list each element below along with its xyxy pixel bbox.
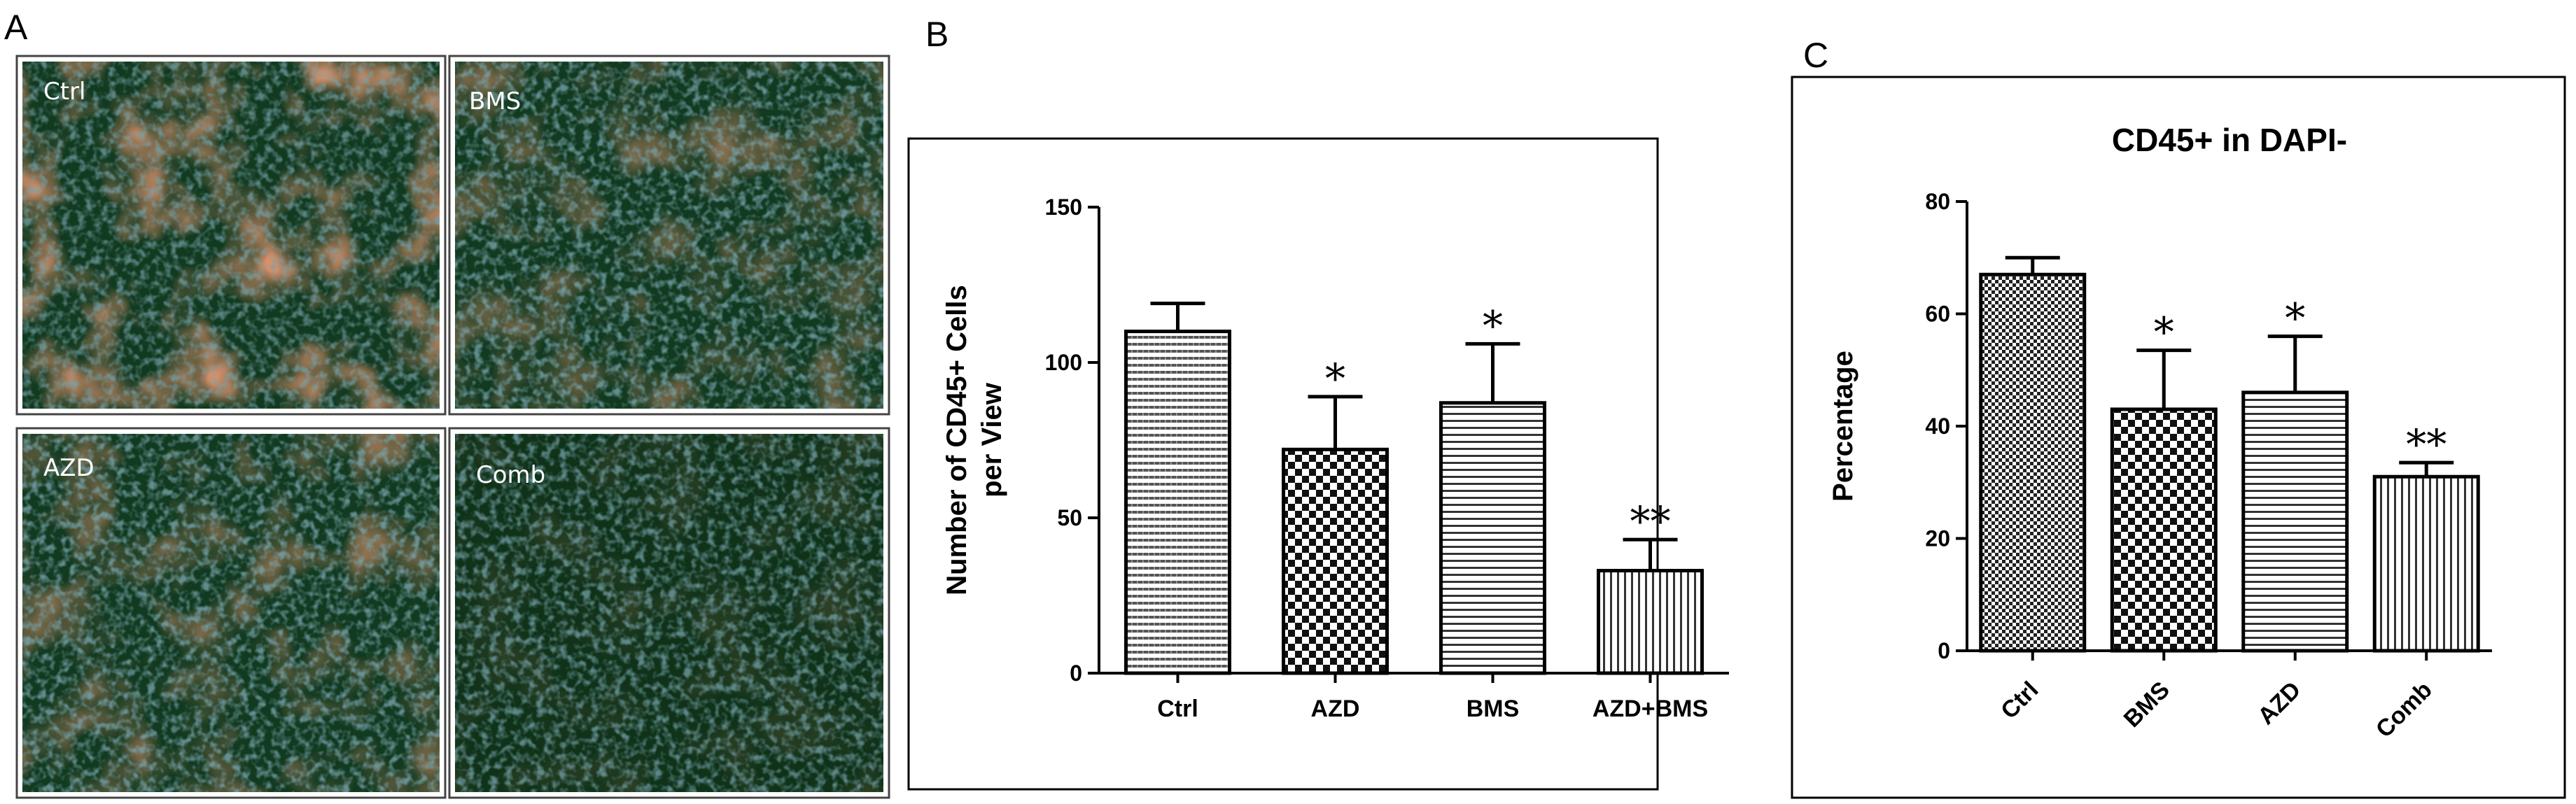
panel-label-c: C xyxy=(1803,36,1828,75)
y-tick-label: 100 xyxy=(1045,350,1082,375)
micrograph-comb: Comb xyxy=(448,427,890,799)
significance-marker: ** xyxy=(1630,498,1671,545)
bar-bms xyxy=(2110,407,2218,653)
y-axis-label: per View xyxy=(976,382,1007,498)
significance-marker: * xyxy=(2285,295,2305,342)
micrograph-label-comb: Comb xyxy=(476,461,545,489)
chart-b-frame xyxy=(907,137,1659,791)
panel-label-a: A xyxy=(4,8,28,47)
x-tick-label: Ctrl xyxy=(1996,677,2043,724)
x-tick-label: BMS xyxy=(2119,677,2175,733)
chart-c: 0 20 40 60 80 Ctrl BMS * AZD * Comb ** CD45+ in DAPI… xyxy=(1828,122,2492,743)
micrograph-label-bms: BMS xyxy=(469,87,521,115)
micrograph-bms: BMS xyxy=(448,55,890,416)
bar-bms xyxy=(1439,401,1546,675)
y-tick-label: 60 xyxy=(1925,302,1950,327)
x-tick-label: AZD+BMS xyxy=(1592,696,1708,722)
significance-marker: * xyxy=(1483,302,1503,349)
x-tick-label: Ctrl xyxy=(1157,696,1198,722)
micrograph-label-ctrl: Ctrl xyxy=(43,78,86,106)
y-tick-label: 0 xyxy=(1070,661,1082,686)
x-tick-label: AZD xyxy=(1311,696,1360,722)
micrograph-azd: AZD xyxy=(15,427,447,799)
chart-title: CD45+ in DAPI- xyxy=(2112,122,2347,158)
y-tick-label: 150 xyxy=(1045,195,1082,220)
significance-marker: ** xyxy=(2406,421,2446,468)
x-tick-label: AZD xyxy=(2253,677,2306,730)
bar-ctrl xyxy=(1124,330,1231,675)
chart-b: 0 50 100 150 Ctrl AZD * BMS * AZD+BMS ** Number of … xyxy=(941,195,1729,722)
panel-label-b: B xyxy=(925,15,948,54)
y-axis-label: Number of CD45+ Cells xyxy=(941,285,972,595)
bar-azd xyxy=(1282,447,1389,675)
y-tick-label: 0 xyxy=(1938,638,1950,663)
y-tick-label: 50 xyxy=(1057,505,1082,530)
micrograph-label-azd: AZD xyxy=(43,454,94,482)
significance-marker: * xyxy=(2154,309,2174,356)
bar-ctrl xyxy=(1979,272,2087,653)
x-tick-label: Comb xyxy=(2371,677,2437,743)
y-tick-label: 20 xyxy=(1925,526,1950,551)
bar-azd xyxy=(2241,390,2349,653)
micrograph-ctrl: Ctrl xyxy=(15,55,447,416)
y-tick-label: 80 xyxy=(1925,189,1950,214)
chart-c-frame xyxy=(1791,76,2566,799)
y-tick-label: 40 xyxy=(1925,414,1950,439)
bar-comb xyxy=(2372,474,2480,653)
y-axis-label: Percentage xyxy=(1828,351,1858,502)
significance-marker: * xyxy=(1325,355,1345,402)
x-tick-label: BMS xyxy=(1466,696,1520,722)
bar-azd-bms xyxy=(1597,568,1704,675)
